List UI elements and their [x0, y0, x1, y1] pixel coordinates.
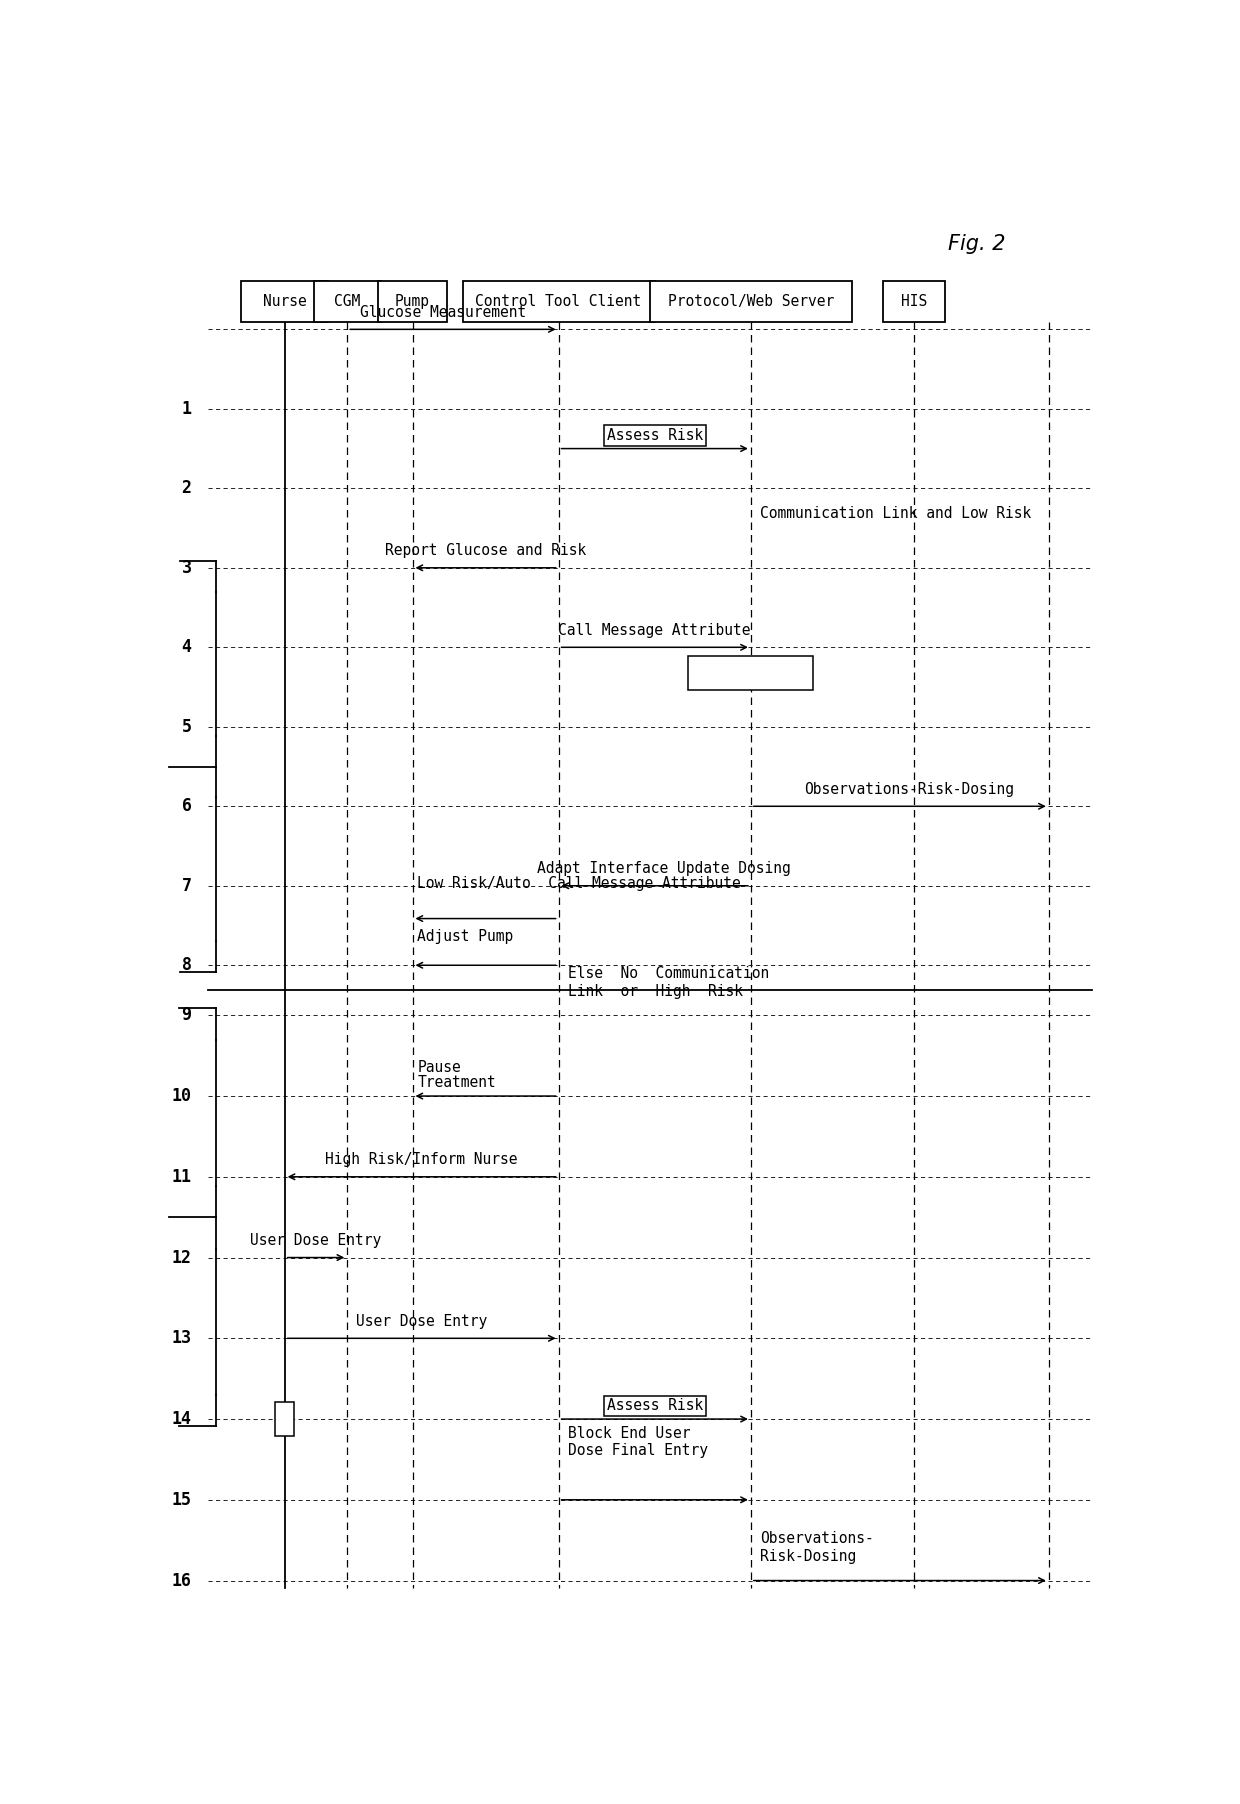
- Text: 12: 12: [171, 1248, 191, 1266]
- Text: 3: 3: [181, 559, 191, 577]
- Text: Call Message Attribute: Call Message Attribute: [558, 622, 751, 637]
- Text: Adapt Interface Update Dosing: Adapt Interface Update Dosing: [537, 861, 791, 877]
- Text: User Dose Entry: User Dose Entry: [356, 1313, 487, 1328]
- FancyBboxPatch shape: [883, 281, 945, 323]
- Text: 2: 2: [181, 480, 191, 498]
- Text: CGM: CGM: [334, 294, 361, 310]
- Text: Else  No  Communication
Link  or  High  Risk: Else No Communication Link or High Risk: [568, 967, 770, 999]
- Text: Assess Risk: Assess Risk: [606, 428, 703, 444]
- FancyBboxPatch shape: [463, 281, 655, 323]
- Text: HIS: HIS: [901, 294, 928, 310]
- Text: Calc Dosing: Calc Dosing: [703, 666, 799, 680]
- Text: Observations-Risk-Dosing: Observations-Risk-Dosing: [805, 781, 1014, 797]
- Text: Observations-
Risk-Dosing: Observations- Risk-Dosing: [760, 1532, 874, 1564]
- Text: 11: 11: [171, 1167, 191, 1185]
- Text: 8: 8: [181, 956, 191, 974]
- Text: Communication Link and Low Risk: Communication Link and Low Risk: [760, 507, 1032, 521]
- Text: 4: 4: [181, 639, 191, 657]
- FancyBboxPatch shape: [242, 281, 327, 323]
- Text: 5: 5: [181, 718, 191, 736]
- Text: Pause: Pause: [418, 1061, 461, 1075]
- Text: Assess Risk: Assess Risk: [606, 1398, 703, 1414]
- Text: Block End User
Dose Final Entry: Block End User Dose Final Entry: [568, 1425, 708, 1458]
- Text: 13: 13: [171, 1330, 191, 1348]
- Text: 10: 10: [171, 1088, 191, 1106]
- Text: 14: 14: [171, 1411, 191, 1429]
- Text: Low Risk/Auto  Call Message Attribute: Low Risk/Auto Call Message Attribute: [418, 875, 742, 891]
- Text: 16: 16: [171, 1571, 191, 1589]
- Text: Fig. 2: Fig. 2: [947, 235, 1006, 254]
- FancyBboxPatch shape: [314, 281, 381, 323]
- Text: Adjust Pump: Adjust Pump: [418, 929, 513, 945]
- FancyBboxPatch shape: [650, 281, 852, 323]
- Text: 7: 7: [181, 877, 191, 895]
- FancyBboxPatch shape: [688, 657, 813, 689]
- Text: 1: 1: [181, 400, 191, 419]
- Text: Glucose Measurement: Glucose Measurement: [360, 305, 527, 319]
- Text: 6: 6: [181, 797, 191, 815]
- Text: Control Tool Client: Control Tool Client: [475, 294, 642, 310]
- Text: User Dose Entry: User Dose Entry: [250, 1232, 382, 1248]
- Text: High Risk/Inform Nurse: High Risk/Inform Nurse: [325, 1153, 518, 1167]
- FancyBboxPatch shape: [275, 1402, 294, 1436]
- Text: Nurse: Nurse: [263, 294, 306, 310]
- Text: 9: 9: [181, 1007, 191, 1025]
- Text: Protocol/Web Server: Protocol/Web Server: [667, 294, 835, 310]
- Text: Treatment: Treatment: [418, 1075, 496, 1090]
- Text: Pump: Pump: [396, 294, 430, 310]
- Text: Report Glucose and Risk: Report Glucose and Risk: [384, 543, 587, 557]
- Text: 15: 15: [171, 1490, 191, 1508]
- FancyBboxPatch shape: [378, 281, 448, 323]
